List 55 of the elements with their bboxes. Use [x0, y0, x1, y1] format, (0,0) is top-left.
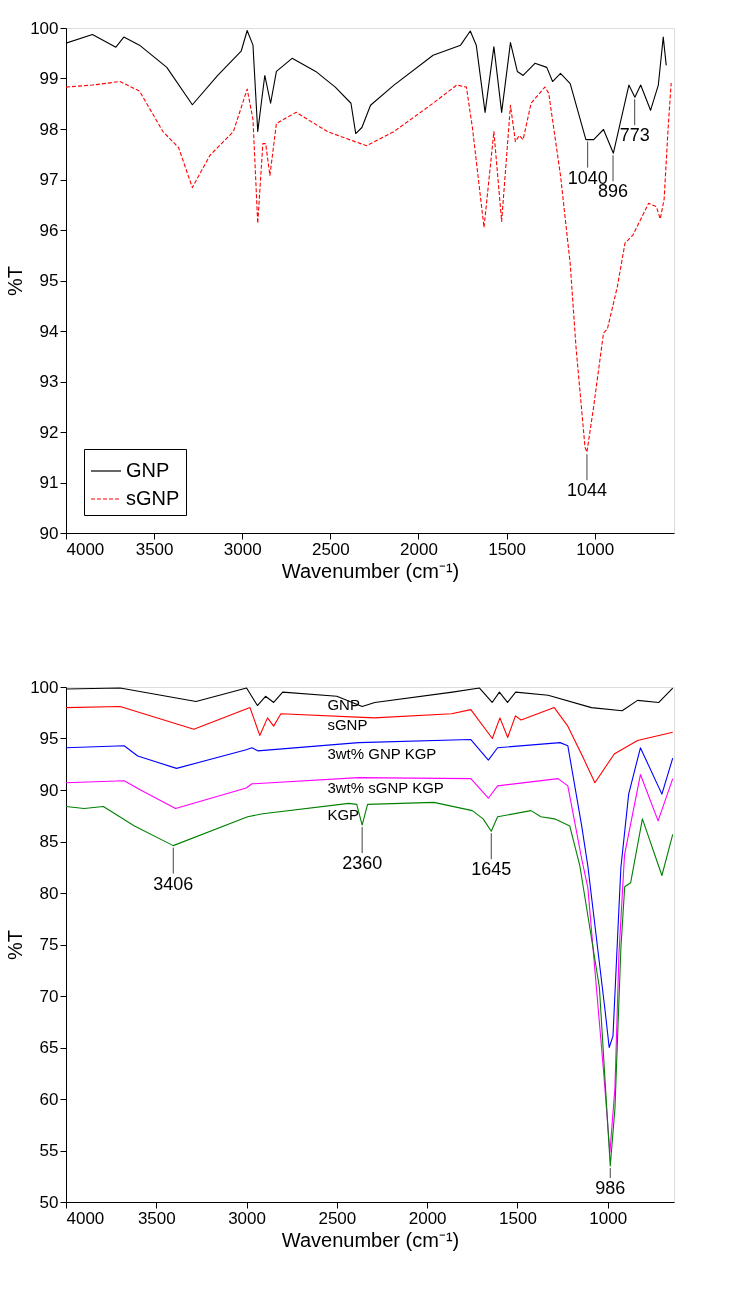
x-tick-label: 2000: [400, 539, 438, 559]
annotation: 2360: [342, 853, 383, 874]
annotation: 1044: [566, 480, 607, 501]
y-tick-label: 95: [39, 271, 59, 290]
series-label: KGP: [327, 805, 360, 823]
series-label: 3wt% GNP KGP: [327, 745, 437, 763]
y-tick-label: 60: [39, 1089, 59, 1109]
y-tick-label: 55: [39, 1141, 59, 1160]
y-axis-title: %T: [4, 266, 27, 296]
x-tick-label: 2000: [408, 1208, 447, 1228]
x-tick-label: 1000: [576, 539, 615, 559]
y-tick-label: 50: [39, 1192, 59, 1212]
x-axis-title: Wavenumber (cm⁻¹): [281, 559, 460, 582]
x-tick-label: 4000: [66, 1208, 105, 1228]
line-series: [66, 80, 672, 453]
y-tick-label: 93: [39, 372, 59, 391]
annotation: 773: [619, 125, 650, 146]
y-tick-label: 98: [39, 119, 59, 139]
annotation: 1645: [471, 859, 512, 880]
x-tick-label: 1500: [499, 1208, 537, 1228]
y-tick-label: 75: [39, 935, 59, 954]
y-tick-label: 96: [39, 220, 59, 240]
y-tick-label: 95: [39, 729, 59, 748]
series-label: sGNP: [327, 715, 368, 733]
y-tick-label: 65: [39, 1038, 59, 1057]
series-label: 3wt% sGNP KGP: [327, 779, 444, 797]
x-tick-label: 1000: [589, 1208, 628, 1228]
legend-label: sGNP: [126, 487, 180, 509]
x-tick-label: 2500: [311, 539, 350, 559]
legend-label: GNP: [126, 459, 170, 481]
y-tick-label: 94: [39, 321, 59, 341]
x-axis-title: Wavenumber (cm⁻¹): [281, 1228, 460, 1251]
x-tick-label: 3500: [137, 1208, 176, 1228]
x-tick-label: 3000: [228, 1208, 266, 1228]
y-axis-title: %T: [4, 930, 27, 960]
x-tick-label: 3500: [135, 539, 174, 559]
x-tick-label: 3000: [223, 539, 262, 559]
series-label: GNP: [327, 695, 360, 713]
y-tick-label: 80: [39, 883, 59, 903]
y-tick-label: 99: [39, 69, 59, 88]
y-tick-label: 70: [39, 986, 59, 1006]
y-tick-label: 90: [39, 523, 59, 543]
x-tick-label: 1500: [488, 539, 526, 559]
y-tick-label: 100: [30, 18, 59, 38]
x-tick-label: 4000: [66, 539, 105, 559]
y-tick-label: 85: [39, 832, 59, 851]
annotation: 986: [595, 1178, 626, 1198]
y-tick-label: 90: [39, 780, 59, 800]
x-tick-label: 2500: [318, 1208, 357, 1228]
annotation: 3406: [153, 873, 194, 894]
y-tick-label: 92: [39, 422, 59, 442]
y-tick-label: 97: [39, 170, 59, 189]
line-series: [66, 738, 674, 1049]
y-tick-label: 100: [30, 677, 59, 697]
y-tick-label: 91: [39, 473, 59, 492]
